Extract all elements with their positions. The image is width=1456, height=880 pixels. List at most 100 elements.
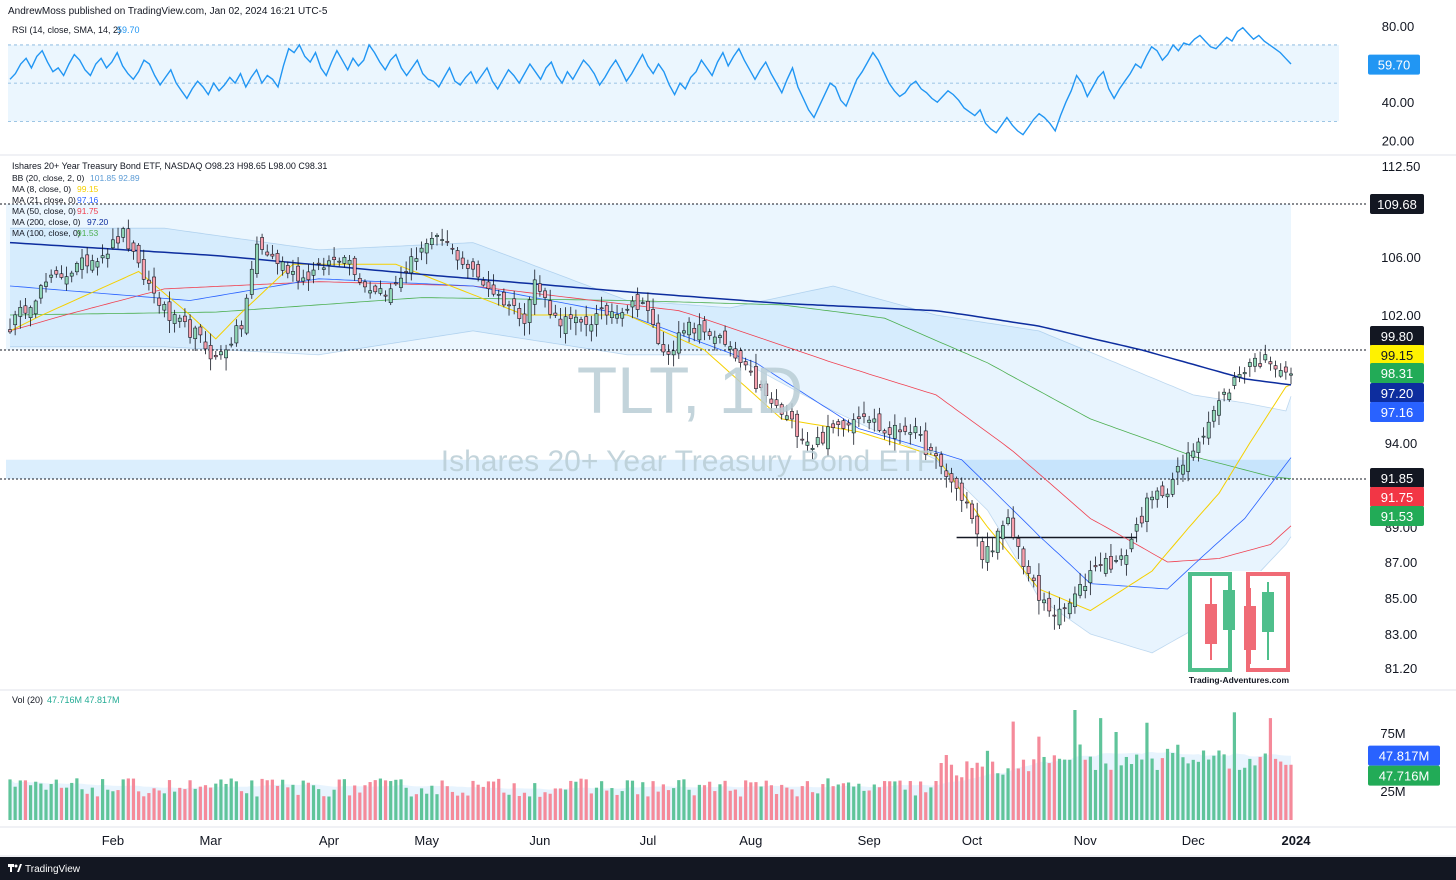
- candle: [820, 425, 825, 446]
- candle-body: [311, 269, 316, 276]
- volume-bar: [476, 784, 480, 820]
- volume-bar: [121, 779, 125, 820]
- candle: [347, 254, 352, 276]
- price-badge-green: 98.31: [1370, 363, 1424, 383]
- candle: [563, 307, 568, 344]
- candle: [748, 359, 753, 376]
- price-badge-black: 109.68: [1370, 194, 1424, 214]
- candle: [990, 538, 995, 558]
- volume-bar: [1258, 756, 1262, 820]
- candle: [85, 247, 90, 274]
- candle: [527, 296, 532, 335]
- candle: [594, 304, 599, 337]
- volume-bar: [188, 780, 192, 820]
- candle-body: [898, 429, 902, 433]
- candle-body: [327, 260, 331, 266]
- price-badge-bg: [1370, 194, 1424, 214]
- candle-body: [234, 325, 239, 344]
- candle: [476, 260, 481, 282]
- price-badge-bg: [1370, 345, 1424, 365]
- candle-body: [270, 253, 275, 257]
- volume-bar: [1289, 764, 1293, 820]
- candle: [404, 261, 409, 284]
- candle-body: [147, 279, 151, 284]
- candle: [512, 290, 517, 315]
- candle-body: [18, 306, 23, 317]
- volume-bar: [28, 785, 33, 820]
- candle: [1124, 549, 1129, 576]
- candle: [33, 299, 38, 318]
- candle: [1047, 591, 1052, 617]
- volume-bar: [702, 785, 707, 820]
- volume-bar: [152, 788, 156, 820]
- volume-bar: [301, 780, 305, 820]
- candle-body: [244, 297, 249, 334]
- candle: [1186, 442, 1191, 482]
- candle-body: [445, 241, 450, 243]
- volume-bar: [672, 788, 676, 820]
- candle-body: [584, 316, 589, 325]
- candle: [1217, 391, 1221, 425]
- candle-body: [610, 311, 614, 318]
- candle-body: [754, 366, 758, 389]
- volume-bar: [867, 790, 871, 820]
- volume-bar: [1068, 759, 1072, 820]
- candle-body: [476, 264, 481, 278]
- candle: [620, 307, 625, 327]
- volume-bar: [265, 780, 269, 820]
- volume-bar: [394, 779, 398, 820]
- candle-body: [1155, 490, 1160, 500]
- candle-body: [208, 345, 213, 360]
- candle-body: [841, 420, 846, 429]
- volume-bar: [466, 795, 470, 820]
- volume-bar: [594, 787, 599, 820]
- candle-body: [126, 228, 131, 250]
- candle-body: [800, 438, 805, 441]
- candle-body: [702, 320, 707, 333]
- candle: [301, 269, 306, 286]
- volume-bar: [75, 778, 79, 820]
- candle-body: [347, 259, 352, 265]
- tradingview-logo-icon: [8, 864, 22, 872]
- volume-bar: [1016, 768, 1020, 820]
- candle: [49, 269, 54, 283]
- indicator-label: MA (21, close, 0): [12, 195, 76, 205]
- candle-body: [820, 431, 825, 444]
- indicator-value: 91.75: [77, 206, 99, 216]
- volume-bar: [862, 790, 866, 820]
- candle-body: [357, 278, 362, 283]
- candle: [676, 321, 681, 359]
- candle-body: [90, 260, 95, 271]
- candle-body: [635, 294, 640, 310]
- indicator-label: BB (20, close, 2, 0): [12, 173, 84, 183]
- candle-body: [692, 328, 697, 334]
- candle: [872, 408, 877, 432]
- indicator-value: 99.15: [77, 184, 99, 194]
- volume-bar: [589, 793, 593, 820]
- volume-bar: [826, 778, 830, 820]
- price-axis-tick: 85.00: [1385, 591, 1418, 606]
- candle: [368, 281, 373, 299]
- candle: [424, 238, 429, 265]
- candle-body: [352, 257, 357, 275]
- candle-body: [1011, 517, 1016, 538]
- volume-bar: [687, 789, 691, 820]
- volume-bar: [481, 786, 485, 820]
- candle-body: [923, 430, 928, 455]
- candle: [856, 406, 861, 427]
- volume-bar: [996, 773, 1000, 820]
- candle-body: [136, 244, 141, 264]
- volume-bar: [219, 779, 223, 820]
- candle-body: [95, 261, 100, 268]
- candle: [378, 280, 383, 296]
- candle-body: [1047, 597, 1052, 612]
- candle: [260, 233, 264, 255]
- ma50-line: [9, 281, 1292, 563]
- volume-bar: [790, 789, 794, 820]
- volume-bar: [306, 782, 310, 820]
- candle: [435, 233, 439, 246]
- candle: [80, 248, 84, 279]
- candle: [790, 403, 794, 429]
- candle: [1242, 367, 1247, 384]
